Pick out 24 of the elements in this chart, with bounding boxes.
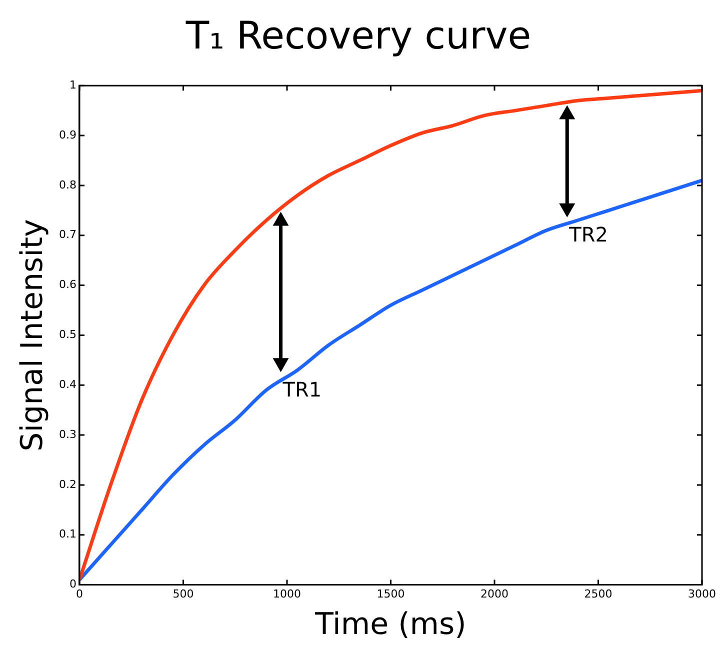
y-tick-label: 1 xyxy=(69,78,76,92)
y-tick-label: 0.2 xyxy=(58,478,76,491)
x-tick-label: 2000 xyxy=(480,587,508,600)
y-axis-title: Signal Intensity xyxy=(14,219,50,452)
y-tick-label: 0.7 xyxy=(58,228,76,242)
chart-title: T₁ Recovery curve xyxy=(184,14,532,58)
y-tick-label: 0 xyxy=(69,578,76,591)
y-tick-label: 0.9 xyxy=(58,128,76,142)
y-tick-label: 0.6 xyxy=(58,278,76,292)
y-tick-label: 0.5 xyxy=(58,328,76,342)
x-axis-title: Time (ms) xyxy=(314,606,466,642)
x-tick-label: 1500 xyxy=(376,587,405,600)
x-tick-label: 3000 xyxy=(688,587,716,600)
y-tick-label: 0.4 xyxy=(58,378,76,391)
y-tick-label: 0.3 xyxy=(58,428,76,441)
line-series xyxy=(79,88,702,582)
y-tick-label: 0.1 xyxy=(58,528,76,541)
y-tick-label: 0.8 xyxy=(58,178,76,192)
annotation: TR2 xyxy=(568,222,608,247)
x-tick-label: 2500 xyxy=(584,587,612,600)
annotation: TR1 xyxy=(282,377,322,402)
x-tick-label: 500 xyxy=(172,587,194,600)
line-series xyxy=(79,178,702,582)
x-tick-label: 1000 xyxy=(272,587,301,600)
